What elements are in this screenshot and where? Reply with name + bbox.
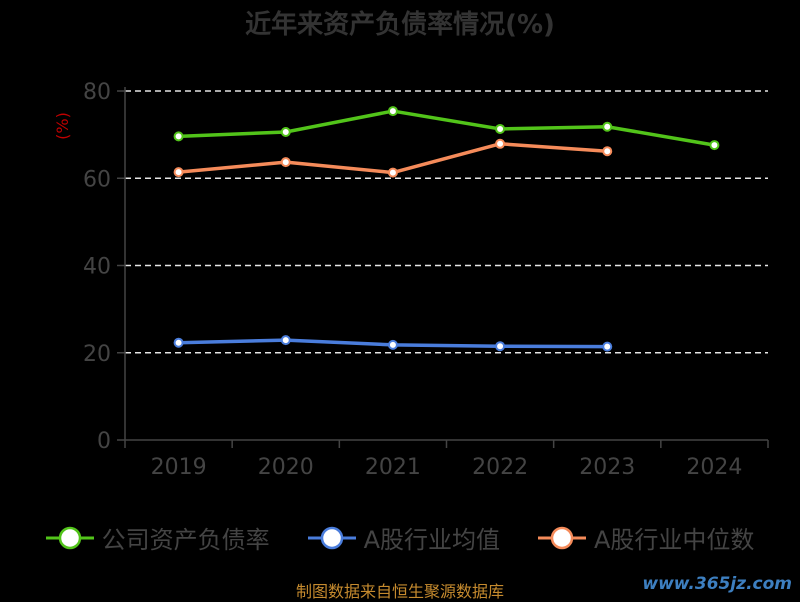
chart-title: 近年来资产负债率情况(%) [245,10,555,40]
legend: 公司资产负债率 A股行业均值 A股行业中位数 [0,520,800,555]
x-tick-label: 2020 [258,455,314,480]
y-tick-label: 80 [83,80,111,105]
data-point-company[interactable] [602,121,613,132]
data-point-median[interactable] [387,167,398,178]
data-point-avg[interactable] [387,339,398,350]
data-point-avg[interactable] [173,337,184,348]
legend-item-avg[interactable]: A股行业均值 [307,520,500,555]
data-point-company[interactable] [173,131,184,142]
watermark: www.365jz.com [642,574,792,594]
legend-swatch-company [45,526,94,549]
y-tick-label: 60 [83,167,111,192]
data-point-avg[interactable] [495,341,506,352]
series-line-company [178,109,715,147]
x-tick-label: 2022 [472,455,528,480]
x-tick-label: 2019 [151,455,207,480]
data-point-median[interactable] [280,157,291,168]
legend-label-avg: A股行业均值 [363,526,500,554]
x-tick-label: 2023 [579,455,635,480]
data-point-avg[interactable] [602,341,613,352]
x-tick-label: 2024 [686,455,742,480]
data-point-median[interactable] [495,138,506,149]
legend-swatch-avg [307,526,356,549]
grid-lines [125,90,768,354]
x-tick-label: 2021 [365,455,421,480]
legend-label-median: A股行业中位数 [594,526,755,554]
legend-item-median[interactable]: A股行业中位数 [538,520,754,555]
y-tick-label: 0 [97,429,111,454]
y-tick-label: 40 [83,255,111,280]
line-chart: 0 20 40 60 80 2019 2020 2021 2022 2023 2024 (%) [53,80,769,480]
series-lines [173,106,720,352]
data-point-avg[interactable] [280,335,291,346]
axes [117,87,769,448]
data-point-company[interactable] [709,140,720,151]
legend-item-company[interactable]: 公司资产负债率 [45,520,270,555]
y-tick-label: 20 [83,342,111,367]
data-point-median[interactable] [602,146,613,157]
legend-label-company: 公司资产负债率 [101,526,270,554]
data-point-company[interactable] [495,123,506,134]
data-point-company[interactable] [280,127,291,138]
data-point-median[interactable] [173,167,184,178]
legend-swatch-median [538,526,586,549]
data-point-company[interactable] [387,106,398,117]
tick-labels: 0 20 40 60 80 2019 2020 2021 2022 2023 2024 [83,80,742,480]
y-axis-label: (%) [53,112,72,140]
source-note: 制图数据来自恒生聚源数据库 [295,582,504,601]
